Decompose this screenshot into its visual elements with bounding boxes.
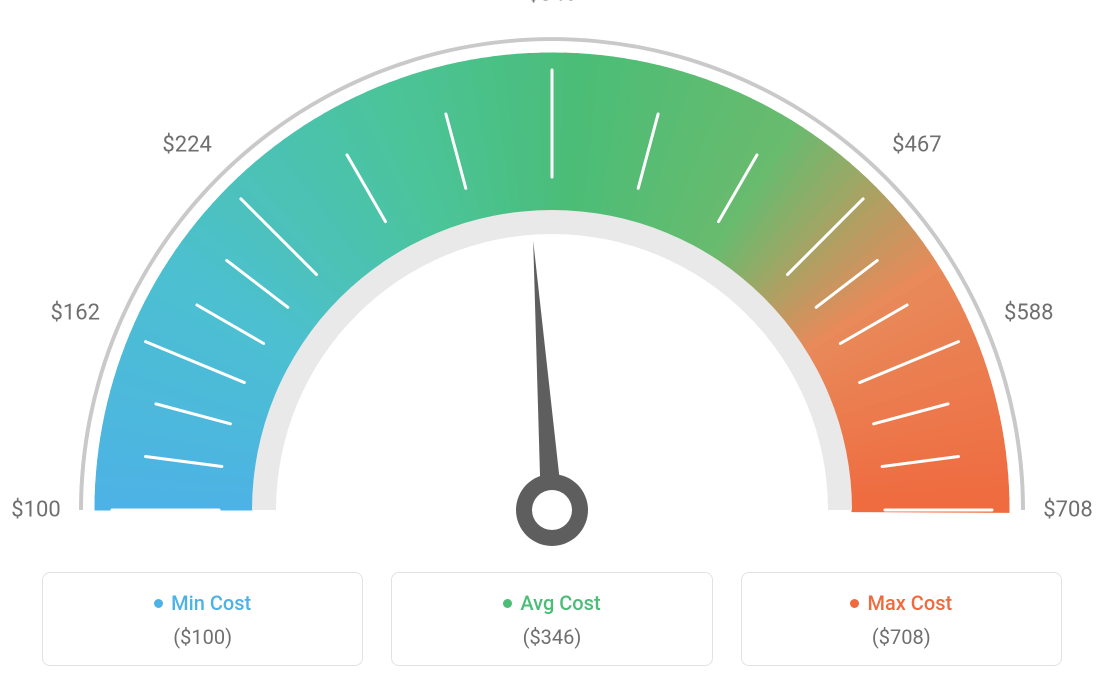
gauge-tick-label: $162 bbox=[51, 300, 100, 325]
legend-title-max-text: Max Cost bbox=[867, 591, 952, 615]
gauge-chart: $100 $162 $224 $346 $467 $588 $708 bbox=[0, 0, 1104, 560]
legend-title-min-text: Min Cost bbox=[171, 591, 251, 615]
legend-card-avg: Avg Cost ($346) bbox=[391, 572, 712, 666]
legend-dot-min bbox=[154, 599, 163, 608]
legend-row: Min Cost ($100) Avg Cost ($346) Max Cost… bbox=[0, 572, 1104, 666]
legend-title-min: Min Cost bbox=[154, 591, 251, 615]
legend-value-min: ($100) bbox=[55, 625, 350, 649]
legend-card-min: Min Cost ($100) bbox=[42, 572, 363, 666]
legend-dot-max bbox=[850, 599, 859, 608]
legend-value-avg: ($346) bbox=[404, 625, 699, 649]
legend-dot-avg bbox=[503, 599, 512, 608]
gauge-tick-label: $100 bbox=[11, 498, 60, 523]
gauge-tick-label: $346 bbox=[527, 0, 576, 7]
legend-value-max: ($708) bbox=[754, 625, 1049, 649]
legend-card-max: Max Cost ($708) bbox=[741, 572, 1062, 666]
legend-title-avg: Avg Cost bbox=[503, 591, 600, 615]
legend-title-max: Max Cost bbox=[850, 591, 952, 615]
gauge-tick-label: $708 bbox=[1043, 498, 1092, 523]
gauge-tick-label: $467 bbox=[892, 133, 941, 158]
gauge-svg bbox=[0, 0, 1104, 560]
gauge-tick-label: $588 bbox=[1004, 300, 1053, 325]
legend-title-avg-text: Avg Cost bbox=[520, 591, 600, 615]
gauge-tick-label: $224 bbox=[162, 133, 211, 158]
